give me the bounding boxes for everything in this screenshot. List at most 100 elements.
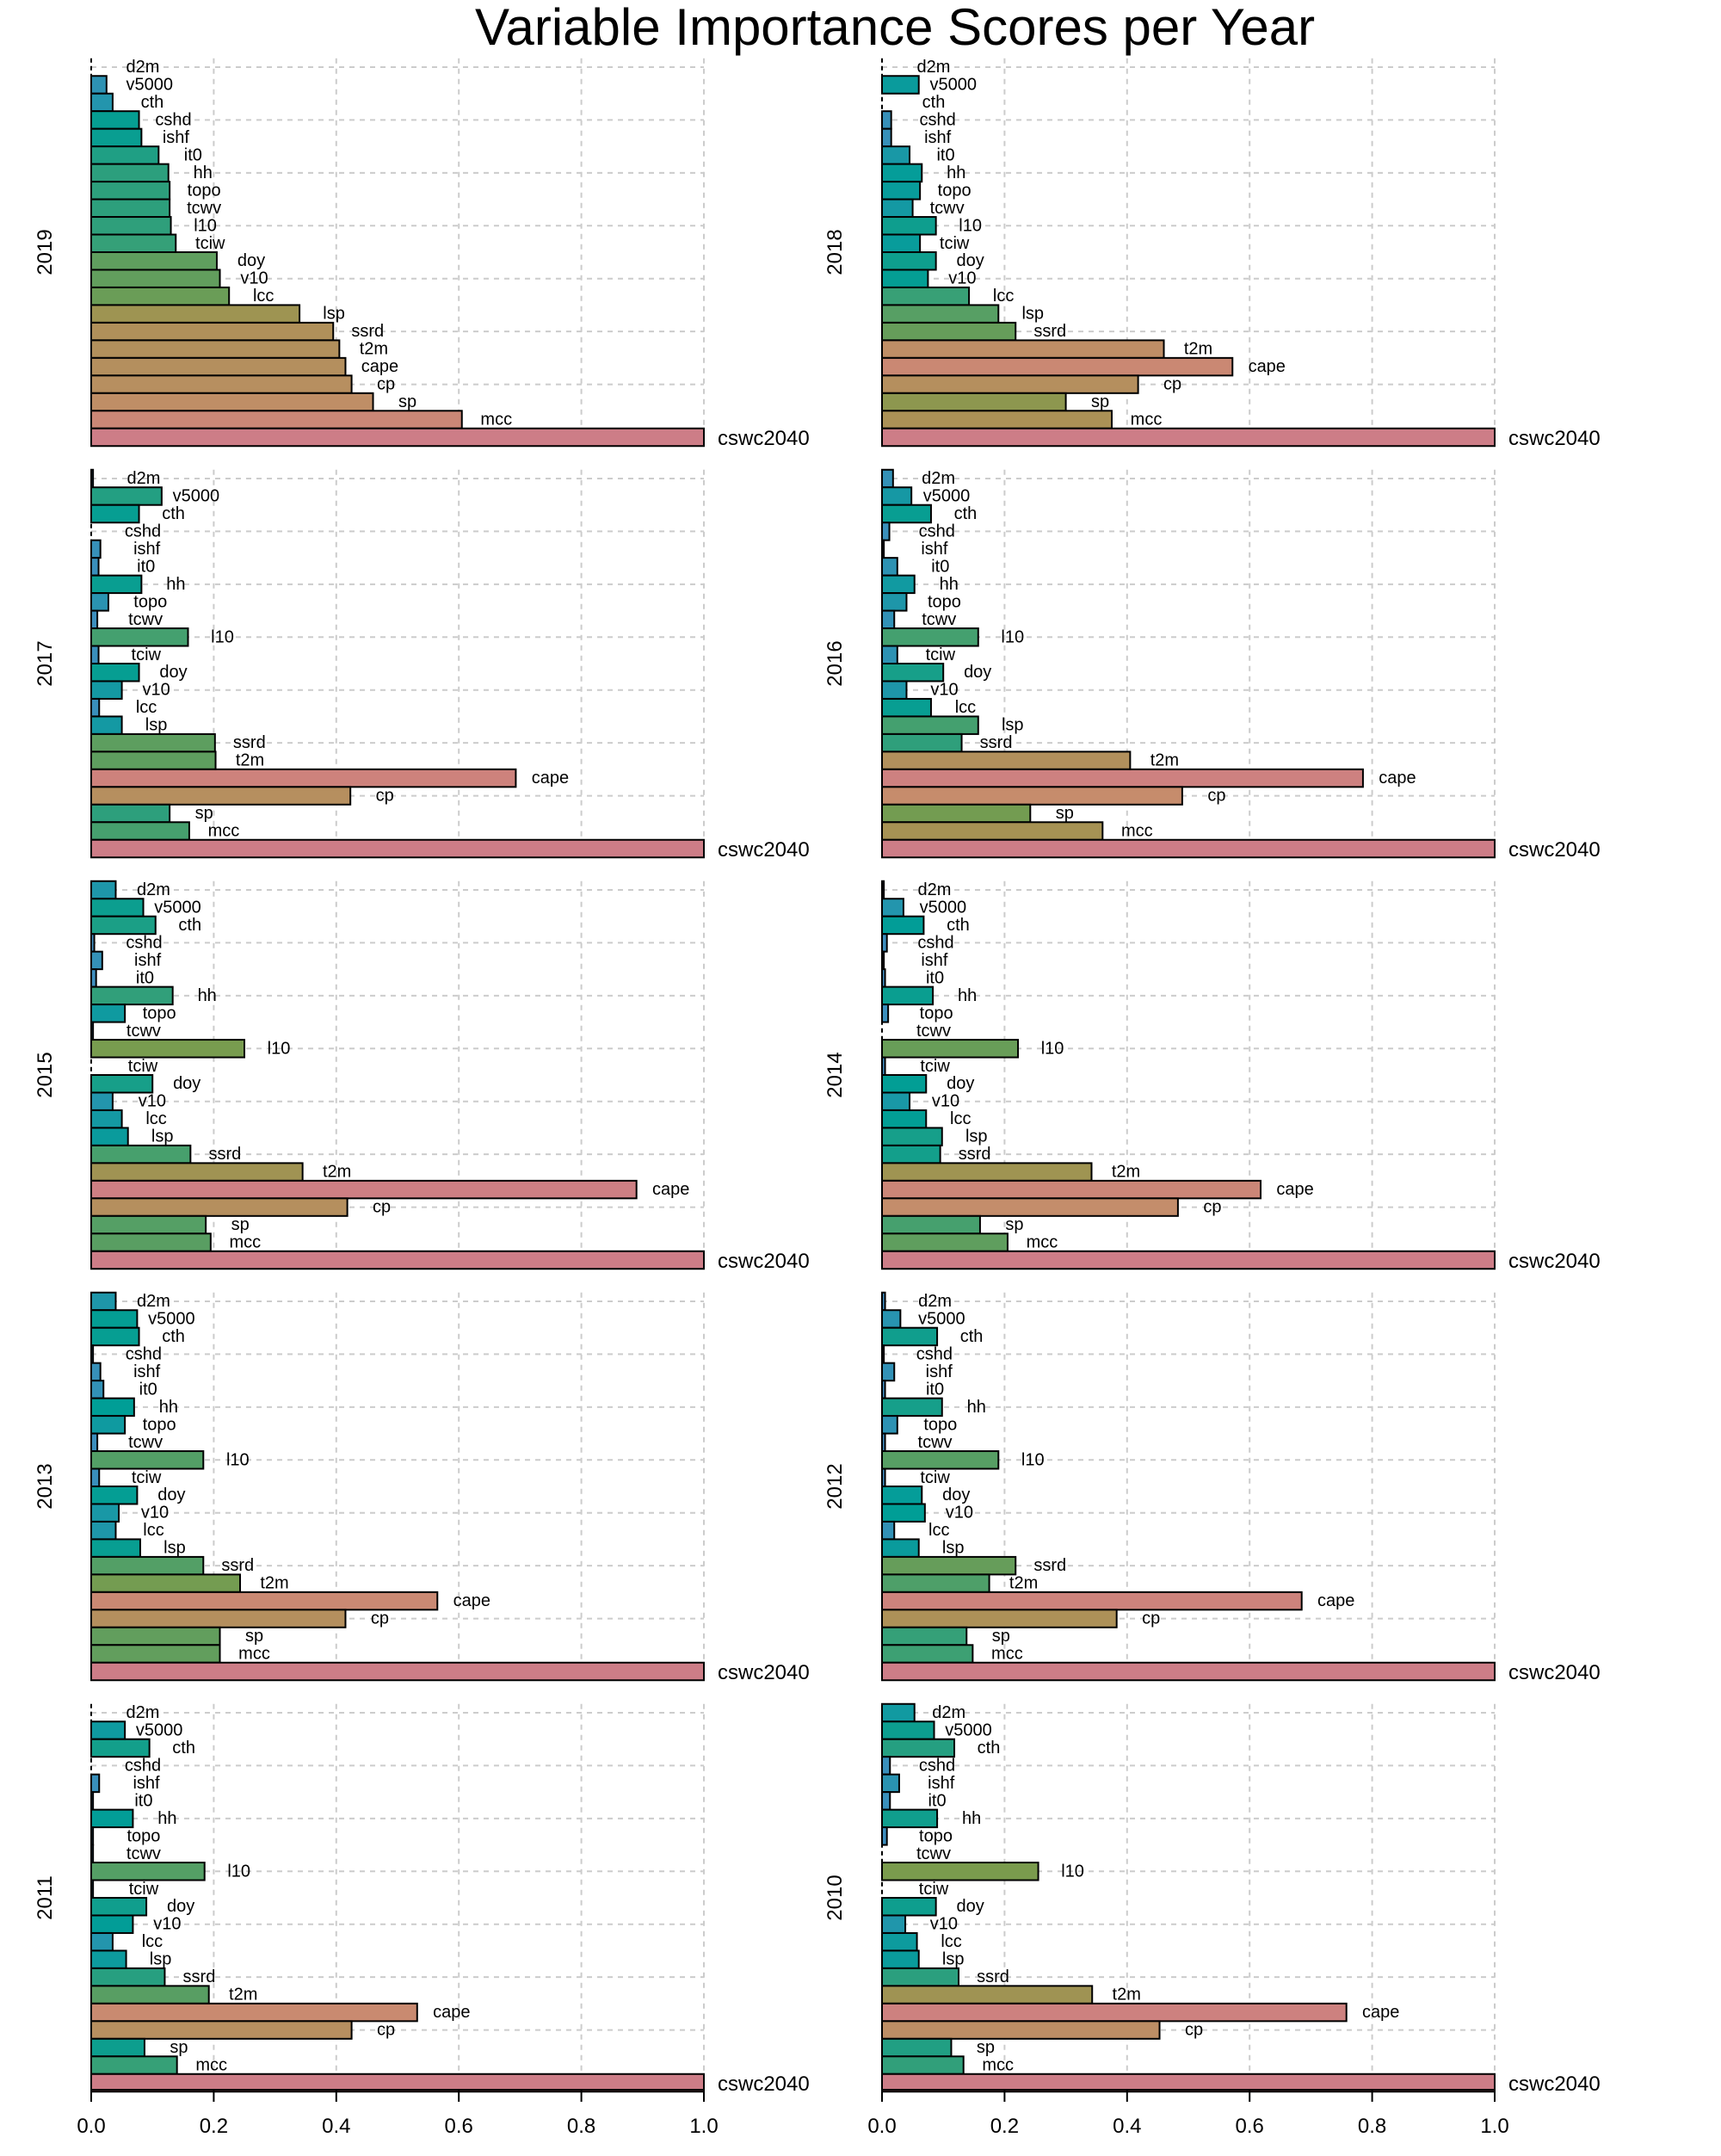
bar-2012-cshd [881,1344,885,1364]
bar-label-2014-t2m: t2m [1112,1163,1140,1182]
bar-label-2016-mcc: mcc [1121,822,1153,841]
bar-label-2019-ishf: ishf [163,128,190,147]
panel-year-label: 2013 [34,1463,57,1509]
bar-2012-tcwv [881,1432,886,1453]
bar-2012-ssrd [881,1555,1017,1576]
bar-label-2013-tcwv: tcwv [128,1433,163,1452]
bar-2014-v5000 [881,898,904,917]
bar-label-2012-doy: doy [942,1486,970,1504]
bar-2013-v5000 [90,1309,139,1329]
bar-2017-lsp [90,715,123,735]
bar-2010-it0 [881,1791,891,1811]
bar-label-2017-tciw: tciw [132,646,162,664]
bar-2017-cswc2040 [90,838,705,859]
bar-label-2019-cth: cth [141,93,164,112]
bar-label-2018-cshd: cshd [920,110,956,129]
bar-label-2015-cth: cth [178,916,201,935]
bar-2014-it0 [881,968,886,988]
bar-2016-cp [881,786,1183,806]
bar-2011-cswc2040 [90,2073,705,2093]
bar-label-2017-cp: cp [376,787,394,806]
bar-2017-cp [90,786,352,806]
bar-2011-cp [90,2020,353,2040]
bar-label-2014-it0: it0 [926,968,944,987]
bar-2019-cp [90,374,353,394]
bar-2015-v5000 [90,898,145,917]
bar-2017-d2m [90,468,95,489]
bar-label-2019-cswc2040: cswc2040 [718,427,810,450]
panel-year-label: 2015 [34,1052,57,1097]
bar-2013-hh [90,1397,135,1418]
bar-label-2013-ishf: ishf [133,1362,161,1381]
bar-label-2012-it0: it0 [926,1380,944,1399]
bar-2012-lcc [881,1520,896,1541]
bar-label-2010-v10: v10 [930,1915,958,1934]
bar-2010-cth [881,1738,956,1758]
bar-2017-cape [90,768,517,788]
bar-2018-mcc [881,410,1113,429]
bar-label-2010-ssrd: ssrd [977,1968,1009,1986]
x-tick-label: 0.6 [1236,2115,1264,2138]
bar-2019-tciw [90,233,177,253]
bar-label-2017-cape: cape [532,769,569,788]
bar-label-2014-d2m: d2m [917,880,951,899]
bar-2014-tciw [881,1056,886,1076]
bar-2014-t2m [881,1162,1093,1182]
x-tick-label: 0.8 [567,2115,595,2138]
bar-label-2011-topo: topo [126,1826,160,1845]
bar-label-2012-v10: v10 [946,1504,973,1523]
bar-label-2011-it0: it0 [134,1791,152,1810]
bar-label-2014-cswc2040: cswc2040 [1508,1250,1601,1273]
bar-2015-cshd [90,933,96,953]
bar-2017-l10 [90,627,189,647]
bar-2012-l10 [881,1450,1000,1470]
bar-label-2010-doy: doy [957,1897,984,1916]
bar-2017-mcc [90,821,190,841]
bar-2017-ishf [90,539,102,559]
bar-2013-topo [90,1415,126,1435]
bar-2012-t2m [881,1573,990,1593]
bar-label-2011-cshd: cshd [125,1756,161,1775]
bar-label-2019-mcc: mcc [480,411,512,429]
bar-2018-doy [881,251,937,271]
bar-label-2018-mcc: mcc [1131,411,1163,429]
bar-label-2011-cth: cth [172,1739,195,1758]
bar-2010-lcc [881,1931,918,1952]
bar-label-2015-cape: cape [652,1180,689,1199]
bar-label-2012-cshd: cshd [916,1344,953,1363]
bar-2015-l10 [90,1039,245,1059]
bar-2011-hh [90,1808,134,1829]
bar-2014-sp [881,1214,981,1235]
bar-2016-lcc [881,697,932,718]
bar-label-2015-cshd: cshd [126,933,162,952]
bar-2016-tciw [881,645,898,664]
bar-2014-doy [881,1074,928,1094]
bar-label-2017-it0: it0 [137,557,155,576]
bar-label-2019-topo: topo [188,181,221,200]
x-tick-label: 0.4 [322,2115,350,2138]
bar-2012-cp [881,1609,1118,1628]
bar-2015-mcc [90,1232,212,1252]
bar-2011-it0 [90,1791,95,1811]
bar-label-2019-hh: hh [194,164,213,182]
bar-label-2016-cp: cp [1207,787,1225,806]
bar-label-2015-cp: cp [373,1198,391,1217]
bar-2014-mcc [881,1232,1009,1252]
bar-label-2015-v10: v10 [139,1092,166,1111]
bar-2014-v10 [881,1091,911,1111]
bar-label-2014-cth: cth [947,916,970,935]
bar-2018-t2m [881,339,1165,359]
bar-2015-cp [90,1197,349,1217]
bar-label-2018-lsp: lsp [1021,305,1044,324]
bar-label-2013-t2m: t2m [260,1574,288,1593]
bar-2015-ssrd [90,1144,192,1164]
bar-label-2016-it0: it0 [931,557,949,576]
bar-2019-hh [90,163,170,183]
bar-2012-tciw [881,1467,886,1487]
bar-label-2016-l10: l10 [1001,627,1024,646]
bar-label-2010-t2m: t2m [1113,1986,1141,2005]
bar-label-2011-cp: cp [377,2021,395,2040]
bar-2012-doy [881,1486,923,1505]
bar-2019-tcwv [90,198,171,219]
